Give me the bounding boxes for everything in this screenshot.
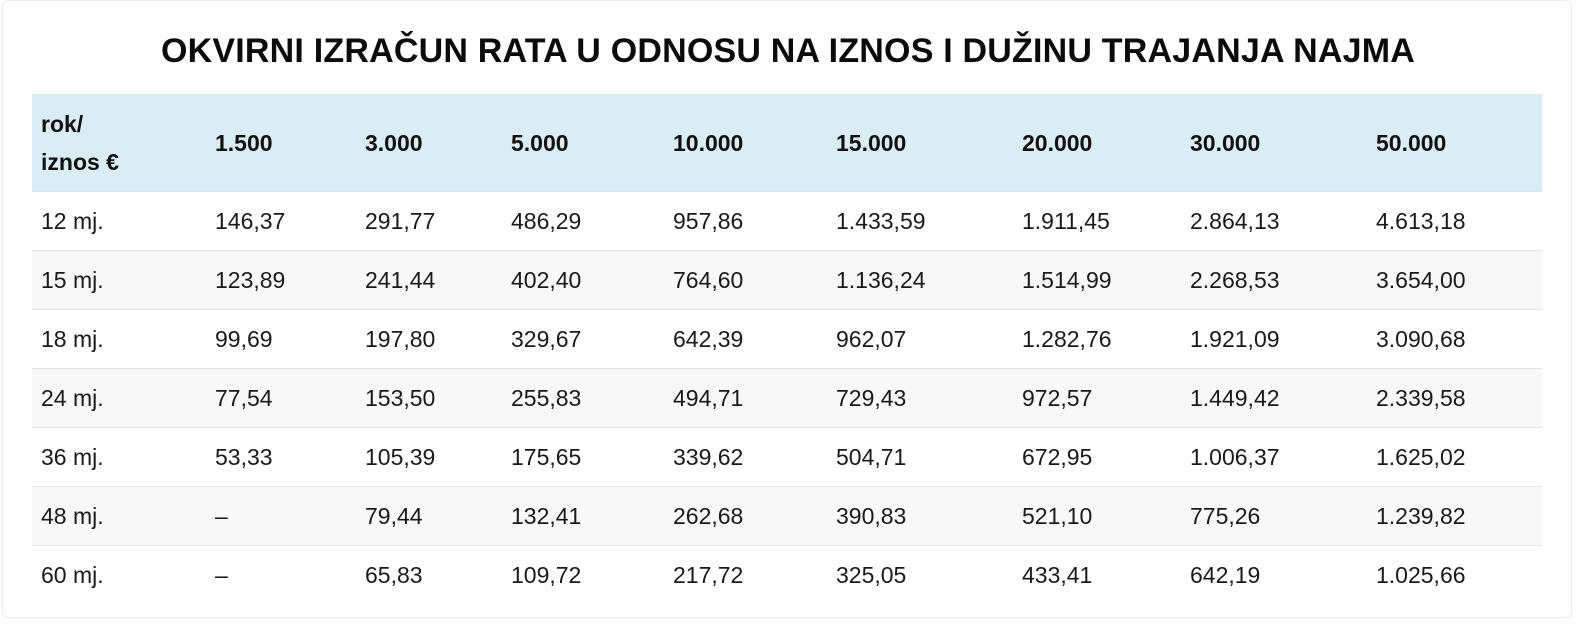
table-cell: 262,68 — [664, 486, 827, 546]
column-header-5000: 5.000 — [502, 94, 664, 192]
table-cell: 1.136,24 — [827, 250, 1013, 310]
table-cell: 672,95 — [1013, 427, 1181, 487]
column-header-1500: 1.500 — [206, 94, 356, 192]
table-cell: 521,10 — [1013, 486, 1181, 546]
table-cell: 1.514,99 — [1013, 250, 1181, 310]
column-header-30000: 30.000 — [1181, 94, 1367, 192]
table-cell: 433,41 — [1013, 545, 1181, 604]
table-cell: 153,50 — [356, 368, 502, 428]
table-cell: 729,43 — [827, 368, 1013, 428]
row-term-cell: 48 mj. — [32, 486, 206, 546]
table-cell: 291,77 — [356, 191, 502, 251]
table-row: 15 mj. 123,89 241,44 402,40 764,60 1.136… — [32, 250, 1542, 310]
table-cell: 1.433,59 — [827, 191, 1013, 251]
table-cell: 109,72 — [502, 545, 664, 604]
table-row: 48 mj. – 79,44 132,41 262,68 390,83 521,… — [32, 486, 1542, 546]
table-cell: 105,39 — [356, 427, 502, 487]
table-cell: 197,80 — [356, 309, 502, 369]
table-cell: 99,69 — [206, 309, 356, 369]
corner-header-term: rok/ — [41, 110, 84, 137]
page-title: OKVIRNI IZRAČUN RATA U ODNOSU NA IZNOS I… — [160, 32, 1416, 70]
corner-header-amount: iznos € — [41, 148, 119, 175]
table-cell: 1.025,66 — [1367, 545, 1542, 604]
table-row: 24 mj. 77,54 153,50 255,83 494,71 729,43… — [32, 368, 1542, 428]
table-cell: 255,83 — [502, 368, 664, 428]
table-body: 12 mj. 146,37 291,77 486,29 957,86 1.433… — [32, 191, 1542, 604]
table-header: rok/ iznos € 1.500 3.000 5.000 10.000 15… — [32, 94, 1542, 192]
row-term-cell: 18 mj. — [32, 309, 206, 369]
header-row: rok/ iznos € 1.500 3.000 5.000 10.000 15… — [32, 94, 1542, 192]
table-cell: 4.613,18 — [1367, 191, 1542, 251]
table-cell: – — [206, 545, 356, 604]
table-cell: 1.449,42 — [1181, 368, 1367, 428]
row-term-cell: 12 mj. — [32, 191, 206, 251]
table-row: 18 mj. 99,69 197,80 329,67 642,39 962,07… — [32, 309, 1542, 369]
table-cell: 390,83 — [827, 486, 1013, 546]
table-cell: 65,83 — [356, 545, 502, 604]
table-cell: 79,44 — [356, 486, 502, 546]
table-cell: 1.911,45 — [1013, 191, 1181, 251]
table-row: 60 mj. – 65,83 109,72 217,72 325,05 433,… — [32, 545, 1542, 604]
table-cell: 3.090,68 — [1367, 309, 1542, 369]
table-cell: 132,41 — [502, 486, 664, 546]
table-cell: 2.864,13 — [1181, 191, 1367, 251]
table-cell: 494,71 — [664, 368, 827, 428]
table-cell: 175,65 — [502, 427, 664, 487]
table-cell: 2.339,58 — [1367, 368, 1542, 428]
table-cell: 2.268,53 — [1181, 250, 1367, 310]
table-row: 12 mj. 146,37 291,77 486,29 957,86 1.433… — [32, 191, 1542, 251]
table-cell: 53,33 — [206, 427, 356, 487]
row-term-cell: 36 mj. — [32, 427, 206, 487]
table-cell: 1.239,82 — [1367, 486, 1542, 546]
table-cell: 972,57 — [1013, 368, 1181, 428]
table-cell: 325,05 — [827, 545, 1013, 604]
table-cell: – — [206, 486, 356, 546]
table-cell: 1.006,37 — [1181, 427, 1367, 487]
table-cell: 146,37 — [206, 191, 356, 251]
table-cell: 77,54 — [206, 368, 356, 428]
table-cell: 329,67 — [502, 309, 664, 369]
table-cell: 1.921,09 — [1181, 309, 1367, 369]
table-cell: 402,40 — [502, 250, 664, 310]
column-header-50000: 50.000 — [1367, 94, 1542, 192]
table-cell: 642,19 — [1181, 545, 1367, 604]
corner-header: rok/ iznos € — [32, 94, 206, 192]
column-header-15000: 15.000 — [827, 94, 1013, 192]
table-cell: 1.282,76 — [1013, 309, 1181, 369]
row-term-cell: 24 mj. — [32, 368, 206, 428]
table-cell: 957,86 — [664, 191, 827, 251]
table-cell: 642,39 — [664, 309, 827, 369]
table-cell: 217,72 — [664, 545, 827, 604]
table-cell: 775,26 — [1181, 486, 1367, 546]
rates-table: rok/ iznos € 1.500 3.000 5.000 10.000 15… — [32, 94, 1542, 604]
table-cell: 764,60 — [664, 250, 827, 310]
column-header-20000: 20.000 — [1013, 94, 1181, 192]
table-cell: 3.654,00 — [1367, 250, 1542, 310]
table-cell: 1.625,02 — [1367, 427, 1542, 487]
table-cell: 241,44 — [356, 250, 502, 310]
table-cell: 962,07 — [827, 309, 1013, 369]
column-header-3000: 3.000 — [356, 94, 502, 192]
row-term-cell: 15 mj. — [32, 250, 206, 310]
table-cell: 123,89 — [206, 250, 356, 310]
table-cell: 504,71 — [827, 427, 1013, 487]
table-cell: 486,29 — [502, 191, 664, 251]
table-row: 36 mj. 53,33 105,39 175,65 339,62 504,71… — [32, 427, 1542, 487]
row-term-cell: 60 mj. — [32, 545, 206, 604]
column-header-10000: 10.000 — [664, 94, 827, 192]
table-cell: 339,62 — [664, 427, 827, 487]
